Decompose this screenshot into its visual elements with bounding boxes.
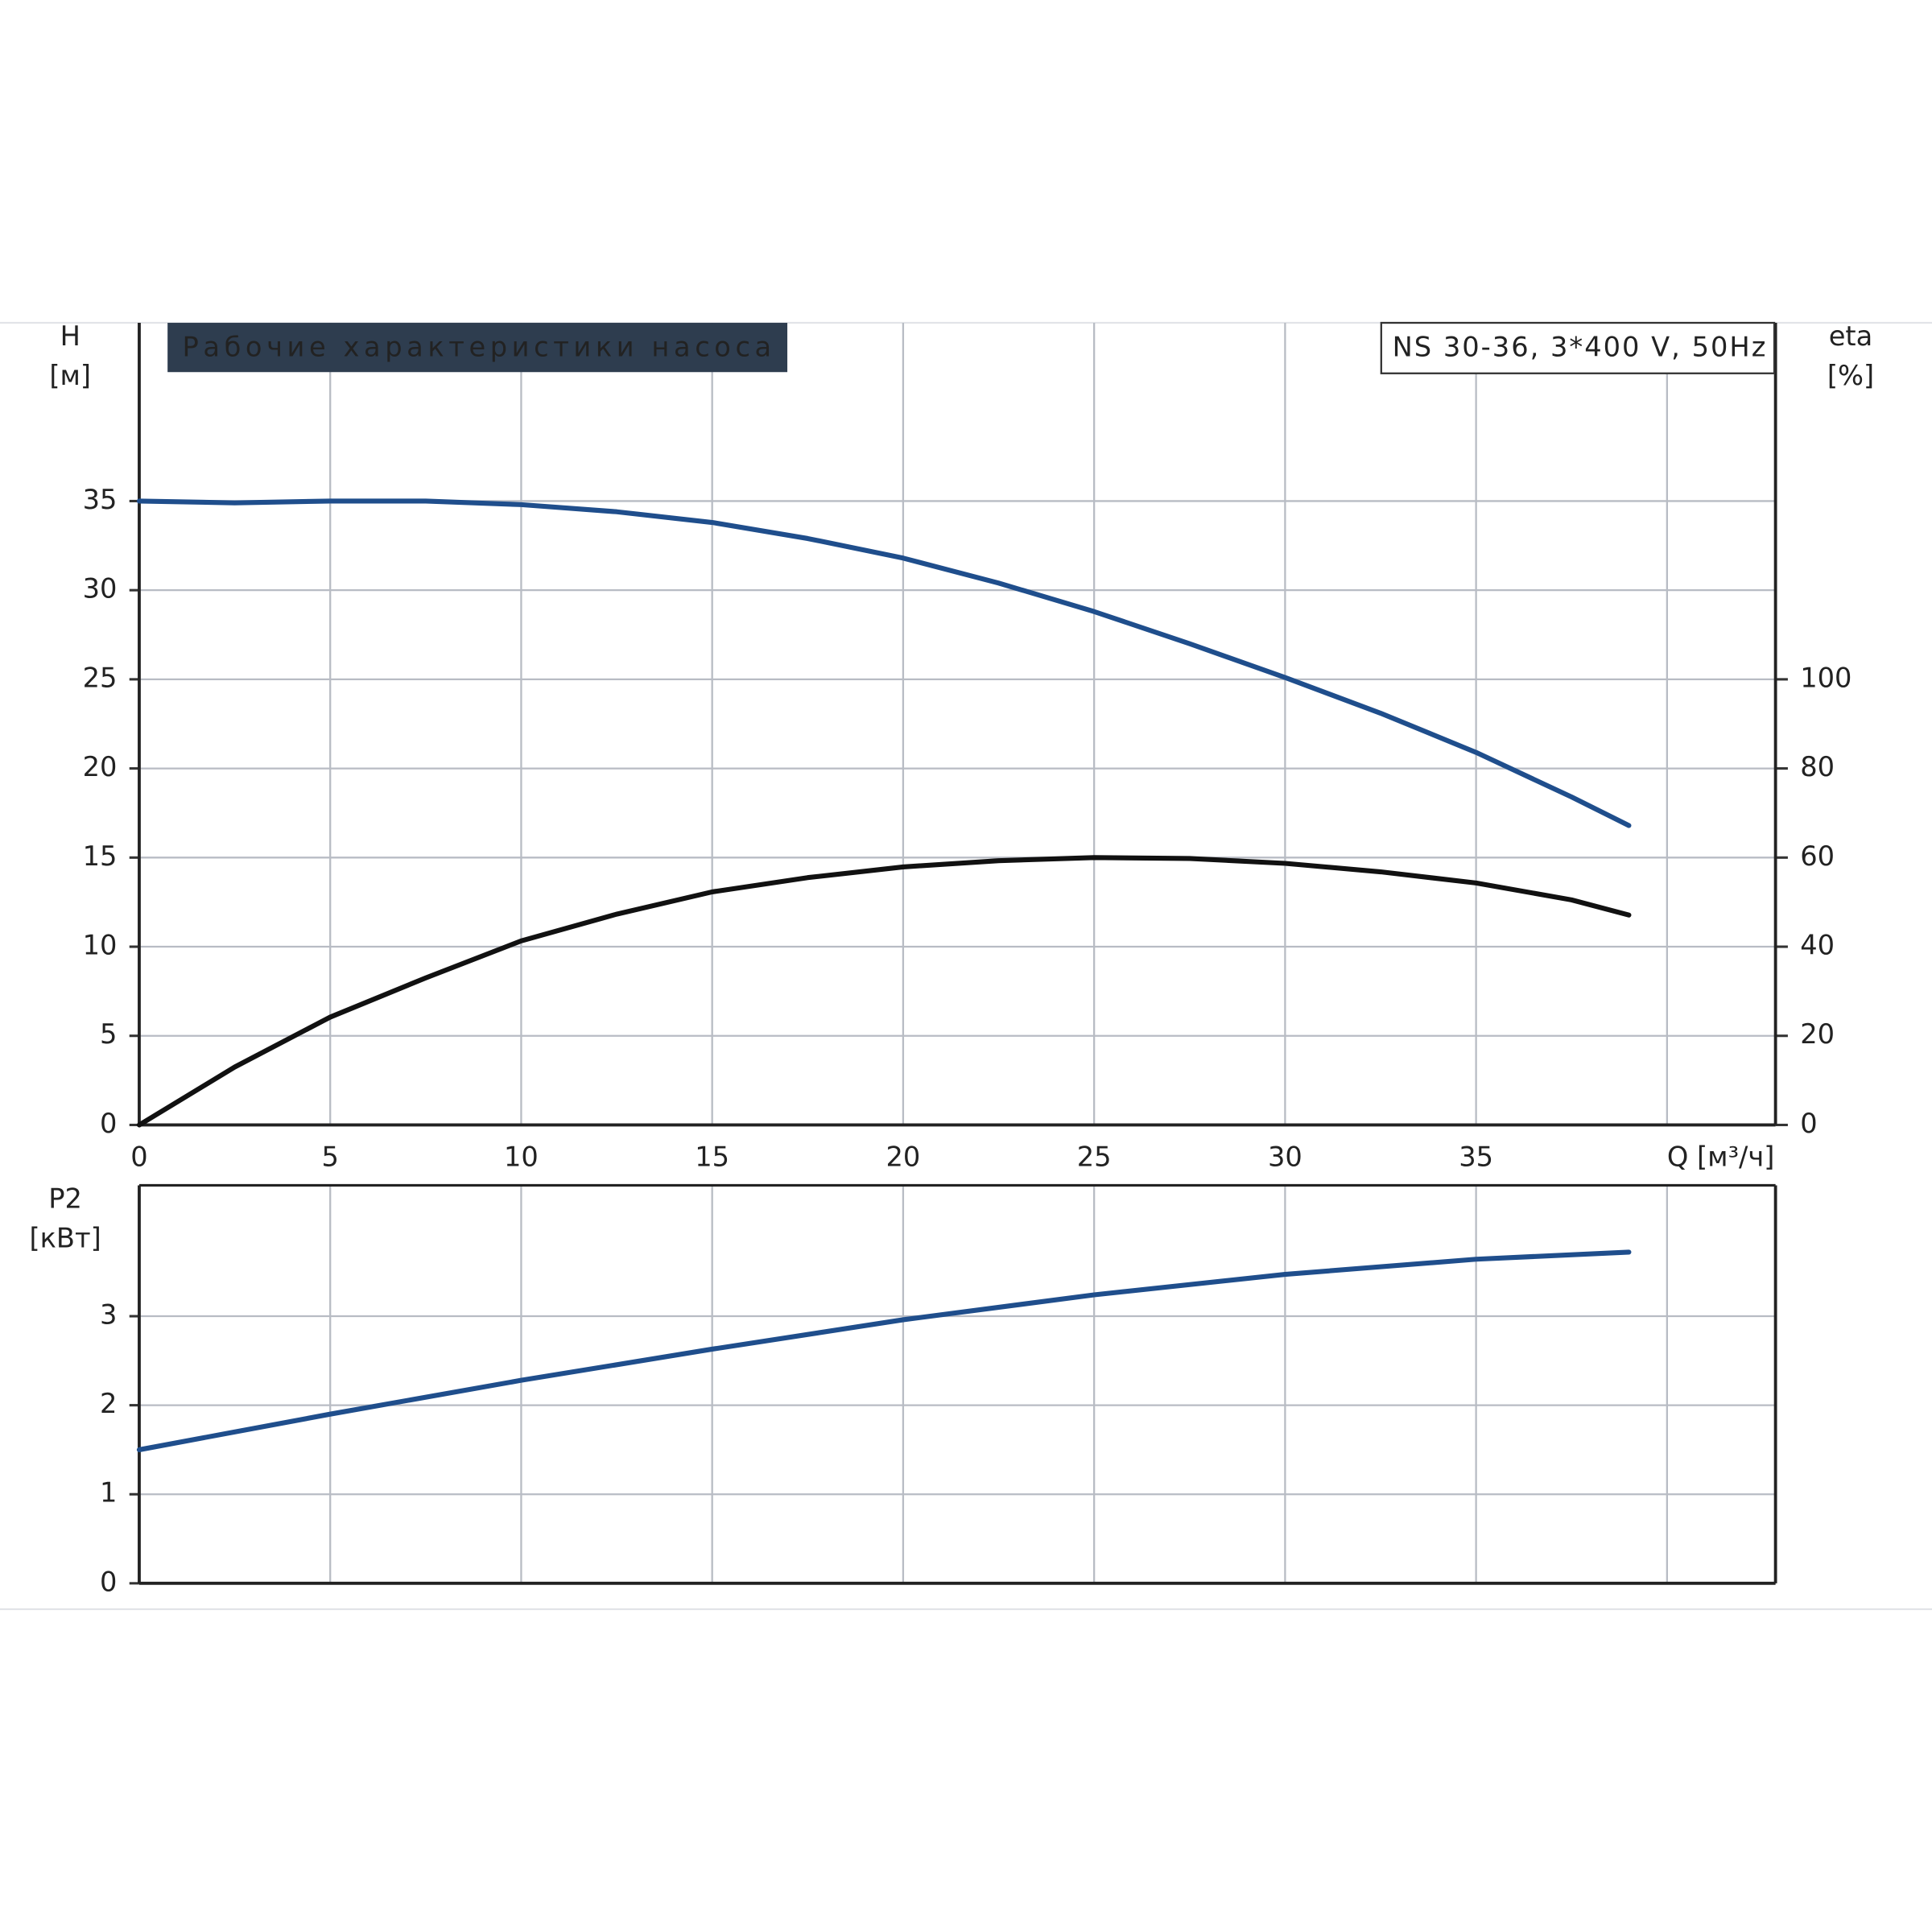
- y2-tick-label: 0: [1800, 1108, 1817, 1139]
- y2-tick-label: 80: [1800, 751, 1835, 782]
- y2-axis-label: [%]: [1827, 360, 1874, 391]
- y-tick-label: 20: [83, 751, 118, 782]
- x-tick-label: Q [м³/ч]: [1667, 1141, 1775, 1172]
- series-line: [136, 498, 1632, 828]
- series-line: [136, 1249, 1632, 1452]
- y-tick-label: 3: [100, 1299, 117, 1331]
- y-axis-label: [м]: [49, 360, 91, 391]
- y-tick-label: 0: [100, 1108, 117, 1139]
- x-tick-label: 30: [1268, 1141, 1302, 1172]
- y-tick-label: 2: [100, 1388, 117, 1419]
- x-tick-label: 15: [695, 1141, 729, 1172]
- x-tick-label: 5: [321, 1141, 338, 1172]
- y2-tick-label: 40: [1800, 930, 1835, 961]
- y2-tick-label: 60: [1800, 840, 1835, 872]
- series-line: [136, 855, 1632, 1128]
- y-tick-label: 15: [83, 840, 118, 872]
- y-axis-label: P2: [48, 1183, 82, 1214]
- y2-tick-label: 20: [1800, 1018, 1835, 1050]
- y2-tick-label: 100: [1800, 662, 1852, 693]
- y-axis-label: [кВт]: [29, 1222, 101, 1253]
- y-tick-label: 30: [83, 573, 118, 605]
- y2-axis-label: eta: [1829, 320, 1873, 352]
- annotation-box: [1380, 321, 1776, 374]
- title-box: [167, 323, 788, 373]
- y-tick-label: 35: [83, 484, 118, 515]
- y-tick-label: 5: [100, 1018, 117, 1050]
- x-tick-label: 35: [1459, 1141, 1493, 1172]
- y-tick-label: 10: [83, 930, 118, 961]
- x-tick-label: 10: [504, 1141, 539, 1172]
- x-tick-label: 0: [130, 1141, 147, 1172]
- y-axis-label: H: [60, 320, 80, 352]
- chart-title: Рабочие характеристики насоса: [183, 332, 772, 363]
- annotation: NS 30-36, 3*400 V, 50Hz: [1393, 332, 1766, 363]
- y-tick-label: 25: [83, 662, 118, 693]
- y-tick-label: 1: [100, 1477, 117, 1509]
- x-tick-label: 20: [886, 1141, 920, 1172]
- x-tick-label: 25: [1077, 1141, 1112, 1172]
- y-tick-label: 0: [100, 1566, 117, 1597]
